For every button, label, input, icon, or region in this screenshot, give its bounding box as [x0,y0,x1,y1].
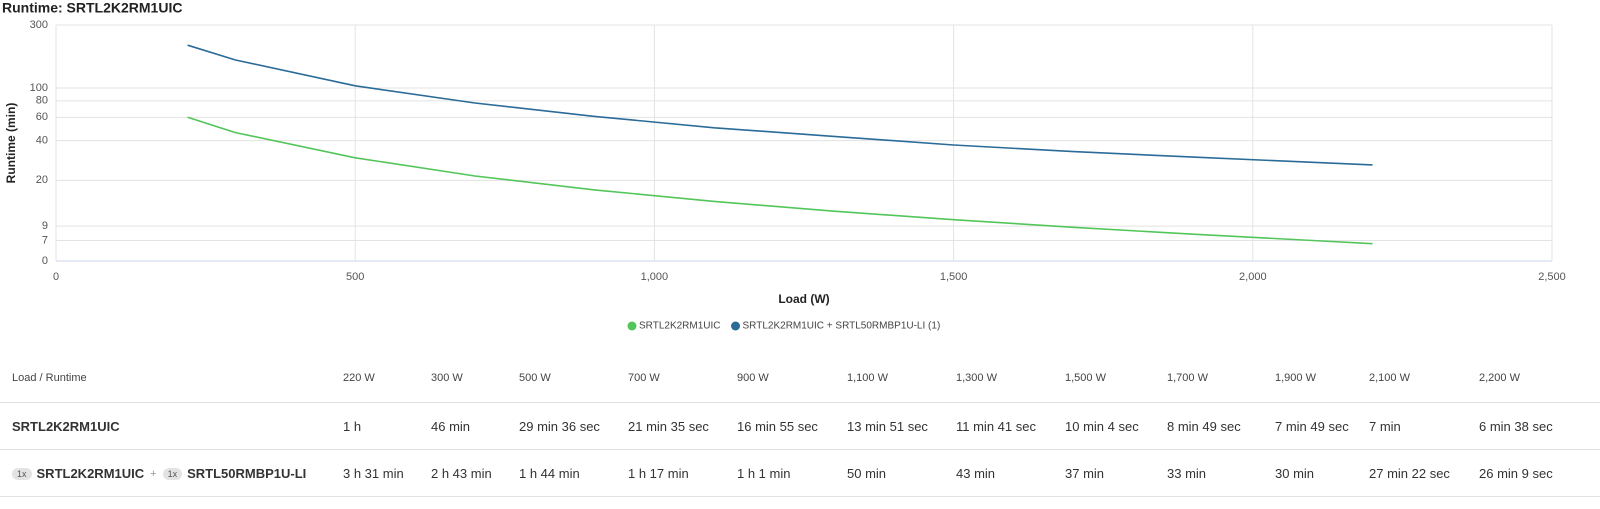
joiner: + [150,467,157,480]
runtime-cell: 1 h [343,419,362,434]
runtime-cell: 46 min [431,419,471,434]
y-tick-label: 9 [42,220,48,232]
runtime-cell: 8 min 49 sec [1167,419,1241,434]
header-cell: Load / Runtime [12,372,87,384]
legend-marker [731,321,741,331]
runtime-cell: 26 min 9 sec [1479,466,1553,481]
quantity-badge: 1x [12,467,32,480]
runtime-cell: 10 min 4 sec [1065,419,1139,434]
y-tick-label: 0 [42,255,48,267]
runtime-cell: 21 min 35 sec [628,419,709,434]
header-cell: 1,900 W [1275,372,1316,384]
table-row: 1x SRTL2K2RM1UIC +1x SRTL50RMBP1U-LI 3 h 31 … [0,450,1600,497]
runtime-cell: 30 min [1275,466,1315,481]
runtime-cell: 50 min [847,466,887,481]
y-tick-label: 100 [30,82,48,94]
runtime-cell: 43 min [956,466,996,481]
runtime-cell: 1 h 17 min [628,466,689,481]
chart: Runtime: SRTL2K2RM1UIC Runtime (min) Loa… [2,0,1566,332]
runtime-cell: 7 min 49 sec [1275,419,1349,434]
table-row: SRTL2K2RM1UIC 1 h 46 min 29 min 36 sec 21 mi… [0,403,1600,450]
legend-marker [627,321,637,331]
x-axis-title: Load (W) [778,292,829,306]
header-cell: 220 W [343,372,375,384]
header-cell: 1,500 W [1065,372,1106,384]
runtime-cell: 2 h 43 min [431,466,492,481]
product-name: SRTL50RMBP1U-LI [187,466,307,482]
header-cell: 1,100 W [847,372,888,384]
x-tick-label: 1,000 [641,271,669,283]
y-tick-label: 80 [36,95,48,107]
header-cell: 300 W [431,372,463,384]
runtime-cell: 29 min 36 sec [519,419,600,434]
y-axis-title: Runtime (min) [4,103,18,184]
runtime-cell: 1 h 44 min [519,466,580,481]
y-tick-label: 300 [30,19,48,31]
runtime-cell: 16 min 55 sec [737,419,818,434]
product-name: SRTL2K2RM1UIC [36,466,145,482]
x-tick-label: 2,500 [1538,271,1566,283]
product-name: SRTL2K2RM1UIC [12,419,120,435]
y-tick-label: 60 [36,111,48,123]
table-header-row: Load / Runtime 220 W 300 W 500 W 700 W 900 W 1… [0,360,1600,403]
legend-label: SRTL2K2RM1UIC [639,321,721,332]
series-line [187,44,1373,166]
header-cell: 2,100 W [1369,372,1410,384]
runtime-cell: 1 h 1 min [737,466,791,481]
runtime-table: Load / Runtime 220 W 300 W 500 W 700 W 900 W 1… [0,360,1600,509]
header-cell: 2,200 W [1479,372,1520,384]
y-tick-label: 7 [42,234,48,246]
runtime-cell: 3 h 31 min [343,466,404,481]
row-label: SRTL2K2RM1UIC [12,418,120,434]
header-cell: 1,300 W [956,372,997,384]
y-tick-label: 20 [36,174,48,186]
y-tick-label: 40 [36,134,48,146]
x-tick-label: 1,500 [940,271,968,283]
runtime-cell: 6 min 38 sec [1479,419,1553,434]
runtime-cell: 13 min 51 sec [847,419,928,434]
x-tick-label: 500 [346,271,364,283]
header-cell: 900 W [737,372,769,384]
runtime-cell: 7 min [1369,419,1401,434]
series-line [187,116,1373,245]
header-cell: 1,700 W [1167,372,1208,384]
quantity-badge: 1x [162,467,183,480]
runtime-cell: 27 min 22 sec [1369,466,1450,481]
x-tick-label: 2,000 [1239,271,1267,283]
header-cell: 500 W [519,372,551,384]
runtime-cell: 33 min [1167,466,1207,481]
runtime-cell: 37 min [1065,466,1105,481]
x-tick-label: 0 [53,271,59,283]
header-cell: 700 W [628,372,660,384]
runtime-cell: 11 min 41 sec [956,419,1036,434]
legend-label: SRTL2K2RM1UIC + SRTL50RMBP1U-LI (1) [743,321,941,332]
row-label: 1x SRTL2K2RM1UIC +1x SRTL50RMBP1U-LI [12,465,306,481]
chart-title: Runtime: SRTL2K2RM1UIC [2,0,182,16]
